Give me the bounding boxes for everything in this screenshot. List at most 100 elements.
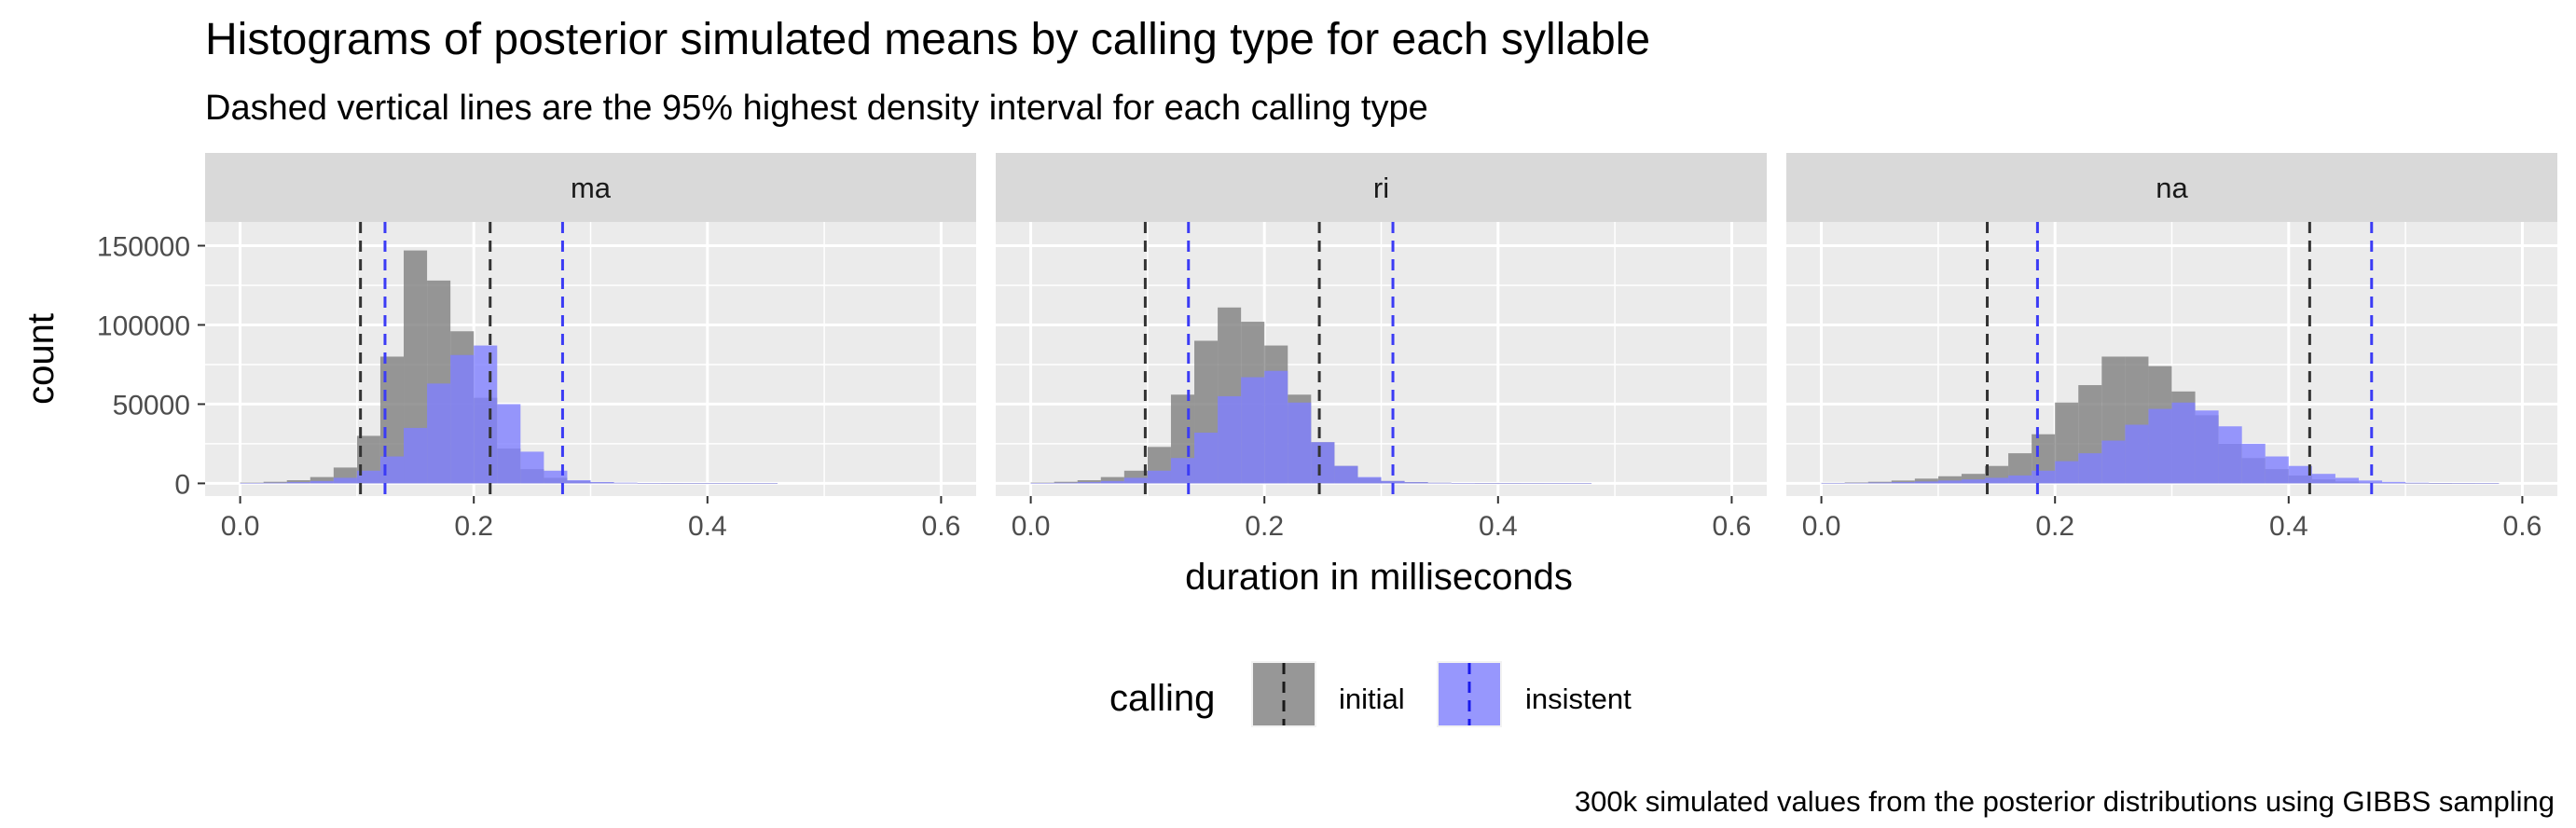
y-tick-label: 100000 [97, 310, 190, 341]
histogram-bar-initial [1961, 474, 1986, 484]
histogram-bar-insistent [2241, 443, 2266, 484]
histogram-bar-initial [1914, 478, 1938, 484]
histogram-bar-insistent [1030, 483, 1054, 484]
histogram-bar-insistent [590, 482, 614, 484]
histogram-bar-insistent [637, 483, 661, 484]
histogram-bar-insistent [2265, 456, 2289, 484]
histogram-bar-insistent [567, 480, 591, 484]
histogram-bar-insistent [497, 404, 521, 484]
y-axis-label: count [21, 313, 62, 405]
histogram-bar-insistent [1427, 482, 1452, 484]
histogram-bar-insistent [404, 427, 428, 484]
x-axis-label: duration in milliseconds [1185, 557, 1573, 598]
histogram-bar-insistent [613, 482, 638, 484]
histogram-bar-insistent [1147, 470, 1171, 484]
histogram-bar-insistent [240, 483, 264, 484]
histogram-bar-insistent [2311, 474, 2335, 484]
histogram-bar-insistent [2358, 480, 2383, 484]
histogram-bar-insistent [2335, 477, 2359, 484]
facet-strip [205, 153, 976, 222]
facet-panel-ma: ma 0.0 0.2 0.4 0.6 0 50000 100000 150000 [97, 153, 976, 542]
histogram-bar-insistent [356, 470, 380, 484]
histogram-bar-insistent [1334, 465, 1358, 484]
histogram-bar-insistent [2055, 461, 2079, 484]
y-tick-label: 0 [174, 469, 190, 500]
histogram-bar-insistent [2032, 470, 2056, 484]
histogram-bar-insistent [2125, 424, 2149, 484]
x-tick-label: 0.0 [1012, 511, 1051, 542]
legend: calling initial insistent [1109, 661, 1632, 727]
histogram-bar-initial [1077, 480, 1101, 484]
histogram-bar-insistent [474, 345, 498, 484]
x-tick-label: 0.4 [2269, 511, 2308, 542]
histogram-bar-initial [1937, 476, 1962, 484]
y-tick-label: 50000 [113, 390, 190, 421]
histogram-bar-insistent [660, 483, 684, 484]
x-tick-label: 0.0 [1802, 511, 1841, 542]
histogram-bar-insistent [2405, 482, 2430, 484]
histogram-bar-initial [2405, 483, 2430, 484]
histogram-bar-insistent [1054, 482, 1078, 484]
chart-title: Histograms of posterior simulated means … [205, 15, 1650, 64]
x-tick-label: 0.6 [922, 511, 961, 542]
histogram-bar-insistent [2148, 408, 2172, 484]
histogram-bar-insistent [1170, 458, 1195, 484]
histogram-bar-insistent [2452, 483, 2476, 484]
histogram-bar-insistent [520, 451, 544, 484]
histogram-bar-initial [1821, 482, 1845, 484]
histogram-bar-insistent [1821, 483, 1845, 484]
histogram-bar-insistent [1844, 482, 1868, 484]
x-tick-label: 0.0 [221, 511, 260, 542]
histogram-bar-insistent [1891, 482, 1915, 484]
histogram-bar-insistent [2008, 475, 2032, 484]
chart-subtitle: Dashed vertical lines are the 95% highes… [205, 89, 1428, 128]
x-tick-label: 0.2 [2035, 511, 2074, 542]
histogram-bar-insistent [1311, 442, 1335, 484]
histogram-bar-insistent [1567, 483, 1592, 484]
x-tick-label: 0.4 [688, 511, 727, 542]
histogram-bar-insistent [1264, 370, 1288, 484]
histogram-bar-insistent [310, 480, 334, 484]
facet-label: na [2156, 172, 2188, 204]
histogram-bar-initial [1100, 476, 1124, 484]
histogram-bar-initial [1054, 481, 1078, 484]
histogram-bar-insistent [1077, 482, 1101, 484]
histogram-bar-insistent [683, 483, 708, 484]
histogram-bar-insistent [1474, 483, 1498, 484]
histogram-bar-initial [310, 476, 334, 484]
histogram-bar-initial [240, 482, 264, 484]
histogram-bar-insistent [1241, 377, 1265, 484]
histogram-bar-insistent [1100, 480, 1124, 484]
histogram-bar-insistent [2101, 440, 2126, 484]
legend-label-initial: initial [1339, 683, 1405, 715]
histogram-bar-insistent [1218, 395, 1242, 484]
histogram-bar-insistent [1357, 476, 1382, 484]
histogram-bar-insistent [2382, 481, 2406, 484]
histogram-bar-insistent [1867, 482, 1892, 484]
histogram-bar-insistent [1544, 483, 1568, 484]
histogram-bar-insistent [1404, 482, 1428, 484]
histogram-bar-insistent [1937, 480, 1962, 484]
histogram-bar-insistent [1194, 433, 1219, 484]
histogram-bar-insistent [427, 383, 451, 484]
histogram-bar-insistent [2078, 453, 2102, 484]
facet-panels: ma 0.0 0.2 0.4 0.6 0 50000 100000 150000 ri 0.0 0.2… [97, 153, 2557, 542]
histogram-bar-insistent [2218, 426, 2242, 484]
legend-label-insistent: insistent [1525, 683, 1632, 715]
histogram-bar-insistent [286, 482, 310, 484]
histogram-bar-insistent [1914, 481, 1938, 484]
x-tick-label: 0.6 [1713, 511, 1752, 542]
histogram-bar-insistent [753, 483, 778, 484]
facet-label: ri [1373, 172, 1389, 204]
facet-strip [1786, 153, 2557, 222]
histogram-bar-insistent [2195, 410, 2219, 484]
facet-panel-ri: ri 0.0 0.2 0.4 0.6 [996, 153, 1767, 542]
y-tick-label: 150000 [97, 231, 190, 262]
histogram-bar-initial [263, 481, 287, 484]
histogram-bar-insistent [707, 483, 731, 484]
histogram-bar-insistent [1961, 479, 1986, 484]
legend-title: calling [1109, 678, 1215, 719]
histogram-bar-insistent [333, 477, 357, 484]
x-tick-label: 0.2 [454, 511, 493, 542]
